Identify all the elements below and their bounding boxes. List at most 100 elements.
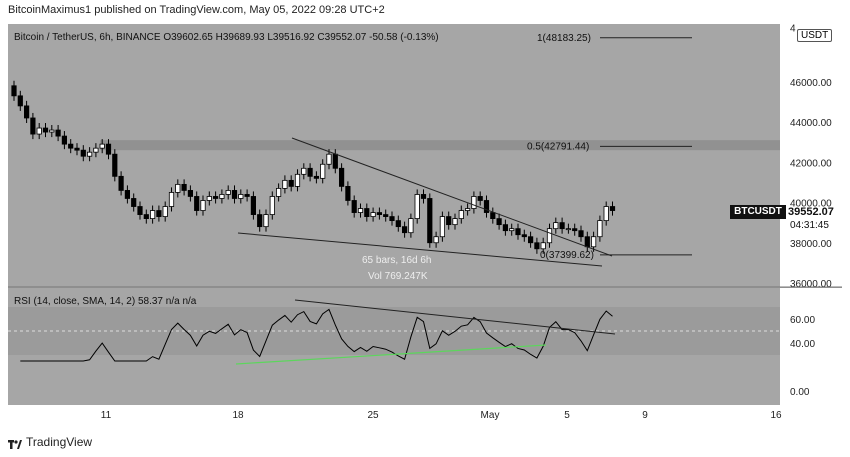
- candle-body: [231, 190, 238, 199]
- candle-body: [294, 173, 301, 187]
- low-label: L: [267, 32, 273, 43]
- candle-body: [124, 190, 130, 199]
- candle-body: [143, 214, 149, 219]
- rsi-tick-label: 0.00: [790, 387, 810, 398]
- candle-body: [433, 236, 439, 244]
- rsi-label[interactable]: RSI (14, close, SMA, 14, 2): [14, 296, 136, 307]
- candle-body: [137, 206, 143, 215]
- candle-body: [200, 200, 206, 211]
- candle-body: [490, 212, 496, 219]
- candle-body: [187, 190, 193, 197]
- candle-body: [572, 228, 578, 232]
- candle-body: [238, 194, 244, 199]
- time-tick-label: 5: [564, 410, 570, 421]
- symbol-name[interactable]: Bitcoin / TetherUS, 6h, BINANCE: [14, 32, 161, 43]
- rsi-line: [20, 308, 613, 362]
- candle-body: [515, 228, 521, 236]
- footer: TradingView: [8, 435, 92, 449]
- time-tick-label: 9: [642, 410, 648, 421]
- wedge-upper-line: [291, 137, 613, 257]
- candle-body: [332, 153, 338, 169]
- open-value: 39602.65: [171, 32, 213, 43]
- candle-body: [502, 224, 509, 232]
- candle-body: [61, 135, 68, 145]
- candle-body: [452, 218, 458, 226]
- candle-body: [17, 95, 23, 107]
- candle-body: [509, 228, 515, 232]
- change-value: -50.58 (-0.13%): [369, 32, 439, 43]
- candle-body: [345, 185, 351, 201]
- candle-body: [313, 175, 320, 179]
- candle-body: [212, 196, 219, 199]
- candle-body: [175, 183, 181, 193]
- candle-body: [528, 236, 534, 244]
- price-tick-label: 46000.00: [790, 78, 832, 89]
- candle-body: [162, 206, 168, 217]
- price-tick-label: 44000.00: [790, 118, 832, 129]
- candle-body: [225, 190, 231, 195]
- candle-body: [301, 167, 307, 175]
- candle-body: [112, 153, 118, 177]
- rsi-axis[interactable]: [780, 288, 842, 405]
- candle-body: [74, 147, 80, 151]
- candle-body: [263, 214, 269, 228]
- rsi-divergence-line: [235, 344, 547, 365]
- rsi-na-2: n/a: [182, 296, 197, 307]
- candle-body: [36, 127, 42, 135]
- candle-body: [414, 194, 420, 219]
- candle-body: [320, 163, 326, 179]
- time-axis[interactable]: [8, 405, 842, 424]
- candle-body: [609, 206, 616, 211]
- candle-body: [105, 143, 112, 155]
- candle-body: [427, 198, 433, 244]
- time-tick-label: 11: [101, 410, 112, 421]
- candle-body: [376, 212, 383, 215]
- fib-level-label: 0.5(42791.44): [527, 141, 589, 152]
- candle-body: [401, 226, 408, 234]
- candle-body: [521, 234, 527, 238]
- candle-body: [93, 147, 99, 153]
- candle-body: [49, 129, 55, 133]
- candle-body: [395, 220, 401, 228]
- candle-body: [357, 208, 364, 213]
- candle-body: [87, 151, 93, 157]
- candle-body: [206, 196, 212, 201]
- price-tick-label: 42000.00: [790, 158, 832, 169]
- close-label: C: [317, 32, 325, 43]
- candle-body: [250, 196, 256, 215]
- candle-body: [23, 105, 30, 119]
- candle-body: [389, 216, 395, 222]
- candle-body: [364, 208, 370, 217]
- candle-body: [597, 220, 603, 238]
- time-tick-label: 25: [367, 410, 379, 421]
- candle-body: [446, 216, 452, 226]
- publish-caption: BitcoinMaximus1 published on TradingView…: [8, 4, 385, 16]
- candle-body: [464, 208, 471, 211]
- candle-body: [257, 214, 263, 228]
- candle-body: [42, 127, 49, 133]
- candle-body: [546, 228, 553, 244]
- footer-brand[interactable]: TradingView: [26, 435, 93, 449]
- candle-body: [534, 242, 540, 250]
- chart-area[interactable]: [8, 24, 842, 424]
- candle-body: [408, 218, 414, 234]
- bar-countdown: 04:31:45: [790, 220, 829, 231]
- symbol-legend: Bitcoin / TetherUS, 6h, BINANCE O39602.6…: [14, 32, 439, 43]
- wedge-lower-line: [237, 232, 603, 267]
- currency-badge[interactable]: USDT: [797, 29, 833, 42]
- close-value: 39552.07: [324, 32, 367, 43]
- open-label: O: [163, 32, 172, 43]
- candle-body: [559, 222, 565, 230]
- price-tick-label: 4: [790, 23, 796, 34]
- candle-body: [370, 212, 376, 217]
- candle-body: [578, 230, 584, 238]
- candle-body: [80, 149, 86, 157]
- candle-body: [55, 129, 61, 137]
- rsi-tick-label: 60.00: [790, 315, 815, 326]
- candle-body: [540, 242, 546, 250]
- candle-body: [471, 196, 477, 209]
- candle-body: [30, 117, 36, 135]
- price-axis[interactable]: [780, 24, 842, 287]
- candle-body: [420, 194, 427, 199]
